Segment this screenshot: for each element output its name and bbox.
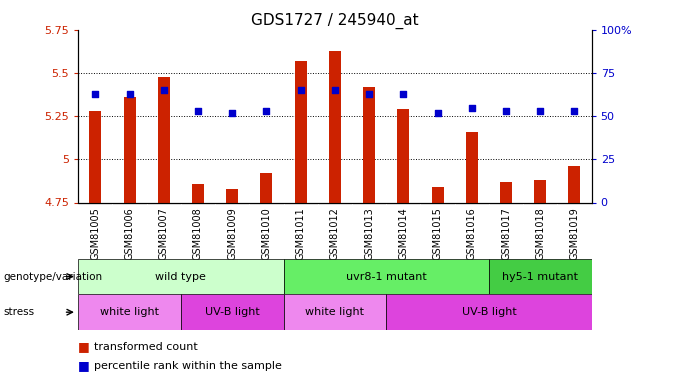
Text: percentile rank within the sample: percentile rank within the sample [94, 361, 282, 370]
Text: GSM81015: GSM81015 [432, 207, 443, 260]
Point [466, 105, 477, 111]
Text: UV-B light: UV-B light [205, 307, 260, 317]
Text: GSM81010: GSM81010 [261, 207, 271, 260]
Bar [432, 187, 443, 202]
Bar [568, 166, 581, 202]
Text: GSM81009: GSM81009 [227, 207, 237, 260]
Bar [124, 97, 135, 202]
Point [90, 91, 101, 97]
Bar [466, 132, 478, 203]
Bar [181, 294, 284, 330]
Text: GSM81005: GSM81005 [90, 207, 101, 260]
Point [192, 108, 203, 114]
Point [226, 110, 238, 116]
Bar [89, 111, 101, 202]
Text: GSM81011: GSM81011 [296, 207, 306, 260]
Text: genotype/variation: genotype/variation [3, 272, 103, 282]
Bar [226, 189, 238, 202]
Text: GSM81012: GSM81012 [330, 207, 340, 260]
Text: GSM81016: GSM81016 [466, 207, 477, 260]
Bar [363, 87, 375, 202]
Text: GSM81013: GSM81013 [364, 207, 374, 260]
Point [124, 91, 135, 97]
Bar [192, 183, 204, 203]
Point [432, 110, 443, 116]
Point [329, 87, 340, 93]
Bar [284, 259, 489, 294]
Bar [78, 294, 181, 330]
Bar [386, 294, 592, 330]
Text: UV-B light: UV-B light [462, 307, 516, 317]
Bar [534, 180, 546, 203]
Text: ■: ■ [78, 340, 90, 353]
Point [398, 91, 409, 97]
Point [295, 87, 306, 93]
Bar [260, 173, 273, 202]
Text: GSM81018: GSM81018 [535, 207, 545, 260]
Text: wild type: wild type [156, 272, 206, 282]
Bar [489, 259, 592, 294]
Text: GSM81017: GSM81017 [501, 207, 511, 260]
Point [500, 108, 511, 114]
Point [364, 91, 375, 97]
Bar [329, 51, 341, 202]
Text: transformed count: transformed count [94, 342, 198, 352]
Point [534, 108, 545, 114]
Text: white light: white light [305, 307, 364, 317]
Text: white light: white light [100, 307, 159, 317]
Point [569, 108, 580, 114]
Point [261, 108, 272, 114]
Text: GSM81008: GSM81008 [193, 207, 203, 260]
Text: ■: ■ [78, 359, 90, 372]
Bar [294, 61, 307, 202]
Text: GSM81007: GSM81007 [158, 207, 169, 260]
Point [158, 87, 169, 93]
Bar [158, 76, 170, 203]
Bar [500, 182, 512, 203]
Text: GSM81019: GSM81019 [569, 207, 579, 260]
Text: stress: stress [3, 308, 35, 317]
Text: hy5-1 mutant: hy5-1 mutant [503, 272, 578, 282]
Title: GDS1727 / 245940_at: GDS1727 / 245940_at [251, 12, 419, 28]
Bar [78, 259, 284, 294]
Bar [284, 294, 386, 330]
Text: GSM81006: GSM81006 [124, 207, 135, 260]
Text: GSM81014: GSM81014 [398, 207, 409, 260]
Text: uvr8-1 mutant: uvr8-1 mutant [346, 272, 426, 282]
Bar [397, 110, 409, 202]
